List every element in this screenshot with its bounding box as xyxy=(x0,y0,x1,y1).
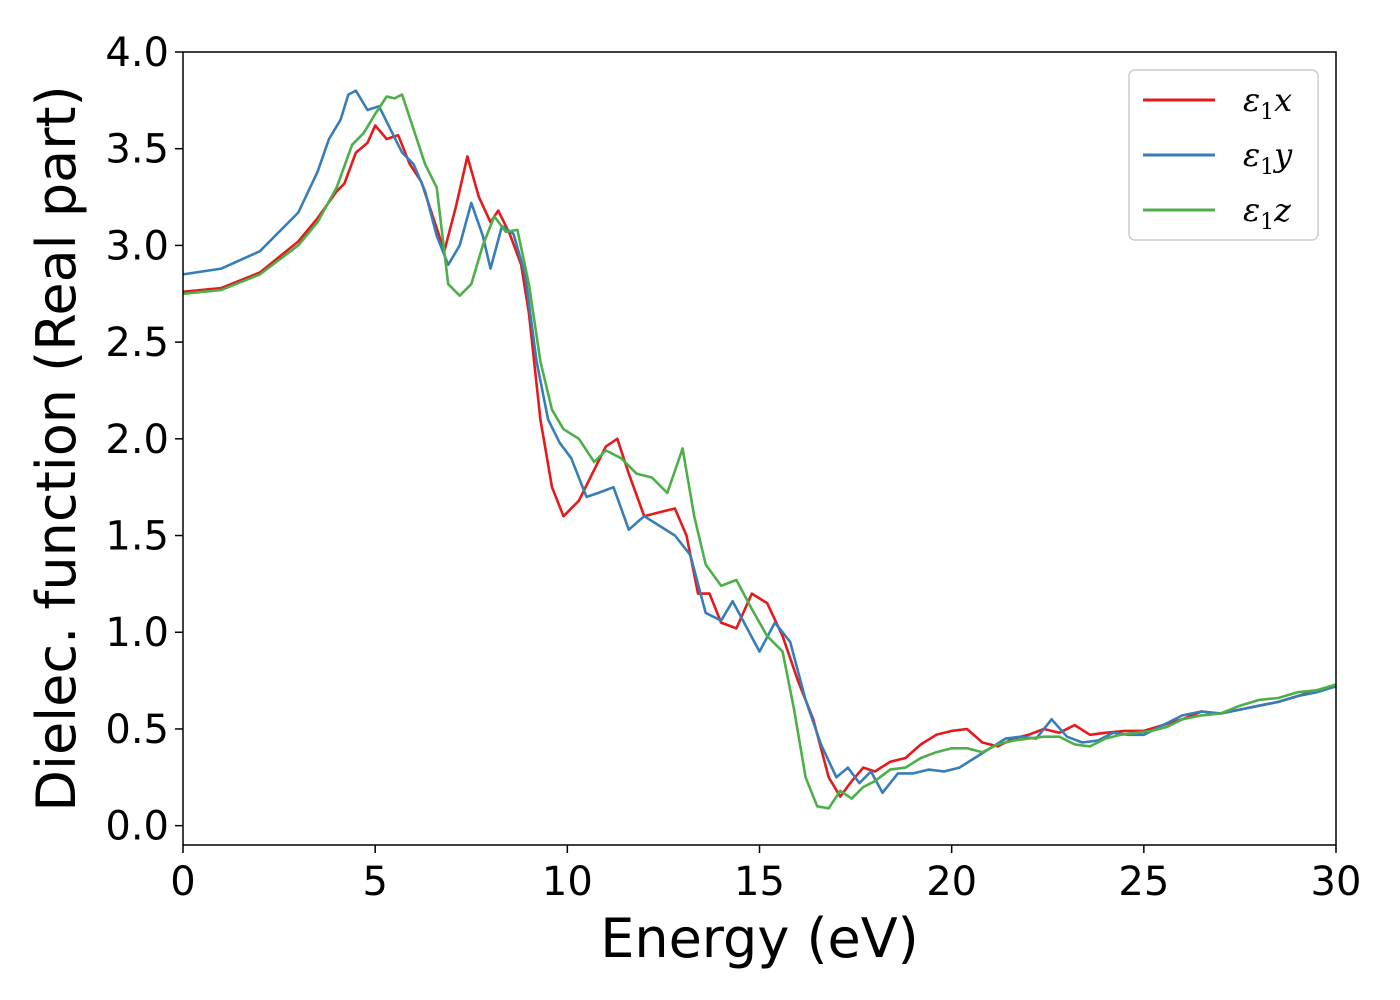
legend-label-x: ε1x xyxy=(1243,81,1292,125)
y-tick-label: 0.0 xyxy=(105,804,169,850)
x-axis-label: Energy (eV) xyxy=(600,907,919,970)
legend-component: y xyxy=(1272,136,1293,174)
series-line-z xyxy=(182,93,1337,810)
x-tick-label: 25 xyxy=(1118,859,1169,905)
legend-label-z: ε1z xyxy=(1243,191,1292,235)
y-tick-label: 2.0 xyxy=(105,417,169,463)
x-tick-label: 0 xyxy=(170,859,195,905)
y-axis-ticks: 0.0 0.5 1.0 1.5 2.0 2.5 3.0 3.5 4.0 xyxy=(105,30,183,850)
legend-subscript: 1 xyxy=(1260,155,1274,180)
y-tick-label: 3.0 xyxy=(105,223,169,269)
y-tick-label: 4.0 xyxy=(105,30,169,76)
y-tick-label: 1.0 xyxy=(105,610,169,656)
y-axis-label: Dielec. function (Real part) xyxy=(25,85,88,811)
legend-label-y: ε1y xyxy=(1243,136,1293,180)
series-lines xyxy=(182,89,1337,810)
legend-box xyxy=(1128,69,1319,241)
legend-subscript: 1 xyxy=(1260,210,1274,235)
x-tick-label: 15 xyxy=(734,859,785,905)
legend-symbol: ε xyxy=(1243,136,1260,174)
y-tick-label: 3.5 xyxy=(105,127,169,173)
legend-symbol: ε xyxy=(1243,191,1260,229)
legend-component: z xyxy=(1273,191,1292,229)
legend-component: x xyxy=(1274,81,1292,119)
y-tick-label: 1.5 xyxy=(105,514,169,560)
x-tick-label: 5 xyxy=(362,859,387,905)
x-tick-label: 20 xyxy=(926,859,977,905)
y-tick-label: 2.5 xyxy=(105,320,169,366)
plot-frame xyxy=(182,51,1337,846)
x-tick-label: 30 xyxy=(1311,859,1362,905)
legend-subscript: 1 xyxy=(1260,100,1274,125)
x-axis-ticks: 0 5 10 15 20 25 30 xyxy=(170,845,1361,905)
x-tick-label: 10 xyxy=(542,859,593,905)
y-tick-label: 0.5 xyxy=(105,707,169,753)
series-line-y xyxy=(182,89,1337,795)
legend-symbol: ε xyxy=(1243,81,1260,119)
